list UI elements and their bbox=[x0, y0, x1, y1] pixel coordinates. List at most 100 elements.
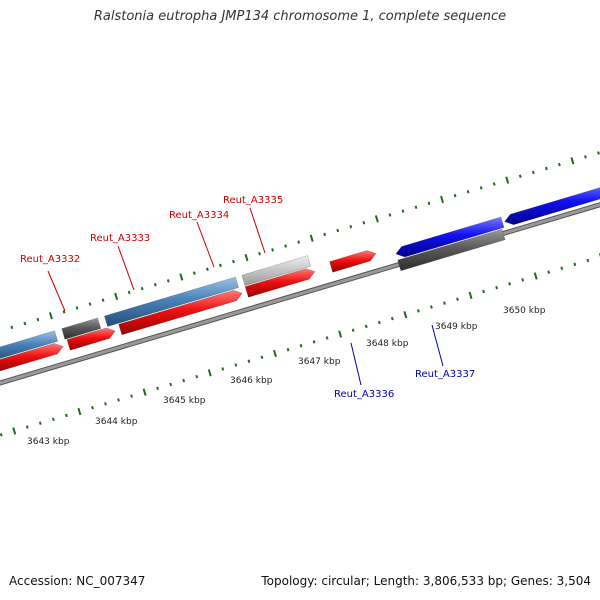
gene-label-reut-a3335[interactable]: Reut_A3335 bbox=[223, 195, 283, 206]
minor-tick bbox=[221, 367, 225, 371]
minor-tick bbox=[430, 305, 433, 309]
minor-tick bbox=[495, 285, 498, 290]
sequence-stats: Topology: circular; Length: 3,806,533 bp… bbox=[261, 574, 591, 588]
minor-tick bbox=[219, 263, 222, 268]
gene-label-reut-a3332[interactable]: Reut_A3332 bbox=[20, 254, 80, 265]
minor-tick bbox=[140, 286, 144, 291]
gene-feature-dark bbox=[397, 228, 506, 272]
minor-tick bbox=[518, 174, 522, 178]
minor-tick bbox=[284, 244, 287, 248]
major-tick bbox=[142, 388, 147, 396]
gene-feature-steelblue bbox=[0, 330, 59, 359]
minor-tick bbox=[182, 378, 186, 383]
major-tick bbox=[570, 157, 575, 165]
minor-tick bbox=[127, 290, 131, 295]
gene-labels: Reut_A3332 Reut_A3333 Reut_A3334 Reut_A3… bbox=[20, 195, 475, 400]
minor-tick bbox=[401, 209, 405, 213]
major-tick bbox=[77, 407, 82, 416]
gene-label-reut-a3334[interactable]: Reut_A3334 bbox=[169, 210, 229, 221]
minor-tick bbox=[377, 320, 381, 325]
kbp-label: 3644 kbp bbox=[95, 417, 138, 427]
major-tick bbox=[403, 311, 408, 319]
minor-tick bbox=[91, 405, 94, 410]
minor-tick bbox=[390, 316, 394, 321]
gene-feature-dark bbox=[61, 317, 102, 340]
minor-tick bbox=[36, 317, 40, 322]
minor-tick bbox=[286, 347, 290, 352]
kbp-label: 3646 kbp bbox=[230, 376, 273, 386]
minor-tick bbox=[364, 324, 368, 329]
minor-tick bbox=[156, 386, 160, 391]
map-title: Ralstonia eutropha JMP134 chromosome 1, … bbox=[93, 9, 507, 24]
major-tick bbox=[533, 272, 538, 280]
minor-tick bbox=[130, 394, 133, 398]
lower-tick-track bbox=[0, 253, 600, 437]
backbone-line bbox=[0, 203, 600, 385]
minor-tick bbox=[508, 282, 512, 286]
major-tick bbox=[48, 312, 53, 320]
kbp-label: 3645 kbp bbox=[163, 396, 206, 406]
minor-tick bbox=[492, 182, 496, 186]
minor-tick bbox=[479, 186, 483, 190]
gene-feature-blue bbox=[395, 216, 505, 258]
minor-tick bbox=[597, 151, 600, 155]
minor-tick bbox=[544, 166, 548, 171]
minor-tick bbox=[547, 270, 551, 274]
minor-tick bbox=[38, 421, 42, 425]
kbp-scale-labels: 3643 kbp 3644 kbp 3645 kbp 3646 kbp 3647… bbox=[27, 306, 546, 447]
minor-tick bbox=[153, 282, 157, 287]
gene-label-reut-a3337[interactable]: Reut_A3337 bbox=[415, 369, 475, 380]
minor-tick bbox=[232, 259, 235, 264]
upper-tick-track bbox=[0, 151, 600, 333]
minor-tick bbox=[247, 359, 251, 363]
gene-feature-red bbox=[0, 343, 64, 372]
minor-tick bbox=[466, 190, 470, 194]
minor-tick bbox=[336, 228, 340, 233]
minor-tick bbox=[323, 232, 327, 237]
gene-feature-blue bbox=[504, 187, 600, 226]
major-tick bbox=[468, 291, 473, 300]
minor-tick bbox=[101, 298, 105, 302]
minor-tick bbox=[453, 193, 457, 198]
gene-feature-red bbox=[329, 250, 377, 273]
gene-features bbox=[0, 187, 600, 372]
minor-tick bbox=[195, 374, 199, 379]
minor-tick bbox=[416, 309, 420, 313]
leader-line-reut-a3333 bbox=[117, 245, 135, 291]
major-tick bbox=[273, 349, 277, 358]
minor-tick bbox=[62, 310, 66, 314]
minor-tick bbox=[388, 213, 392, 217]
minor-tick bbox=[25, 425, 29, 429]
major-tick bbox=[440, 195, 445, 204]
gene-label-reut-a3333[interactable]: Reut_A3333 bbox=[90, 233, 150, 244]
major-tick bbox=[309, 234, 314, 242]
minor-tick bbox=[51, 417, 55, 422]
minor-tick bbox=[234, 363, 238, 367]
minor-tick bbox=[166, 279, 170, 283]
gene-feature-red bbox=[66, 327, 116, 351]
minor-tick bbox=[260, 355, 264, 360]
minor-tick bbox=[271, 248, 274, 252]
leader-line-reut-a3334 bbox=[196, 221, 215, 268]
minor-tick bbox=[558, 162, 561, 167]
gene-feature-steelblue bbox=[104, 276, 239, 327]
leader-line-reut-a3337 bbox=[431, 324, 444, 367]
gene-label-reut-a3336[interactable]: Reut_A3336 bbox=[334, 389, 394, 400]
gene-label-leaders bbox=[47, 207, 444, 386]
minor-tick bbox=[312, 340, 316, 344]
minor-tick bbox=[573, 262, 577, 267]
minor-tick bbox=[10, 325, 14, 330]
major-tick bbox=[179, 273, 184, 281]
minor-tick bbox=[362, 221, 366, 225]
minor-tick bbox=[351, 328, 355, 332]
minor-tick bbox=[349, 224, 353, 229]
major-tick bbox=[374, 215, 379, 223]
accession-text: Accession: NC_007347 bbox=[9, 574, 146, 588]
gene-feature-red bbox=[118, 289, 243, 336]
major-tick bbox=[114, 292, 119, 300]
minor-tick bbox=[88, 302, 92, 306]
gene-feature-red bbox=[244, 268, 316, 298]
minor-tick bbox=[206, 267, 209, 271]
